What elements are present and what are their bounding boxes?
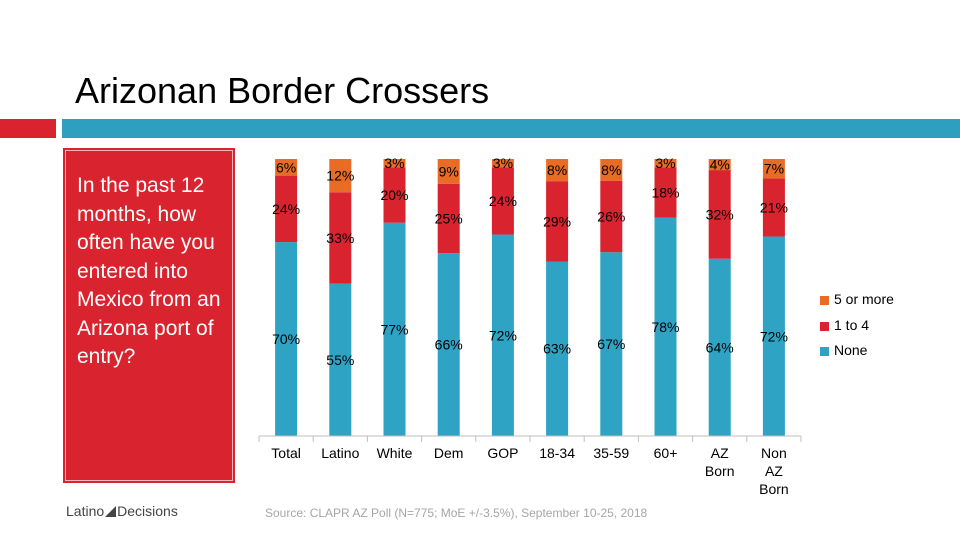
- bar-1-to-4-latino: [329, 192, 352, 284]
- bar-none-white: [383, 222, 406, 436]
- data-label-1-to-4-35-59: 26%: [597, 209, 625, 225]
- data-label-5-or-more-60: 3%: [655, 155, 675, 171]
- category-label-35-59: 35-59: [593, 445, 629, 461]
- data-label-5-or-more-dem: 9%: [439, 163, 459, 179]
- data-label-1-to-4-dem: 25%: [435, 211, 463, 227]
- bar-5-or-more-60: [654, 159, 677, 168]
- bar-5-or-more-az-born: [708, 159, 731, 171]
- category-label-dem: Dem: [434, 445, 464, 461]
- data-label-5-or-more-az-born: 4%: [710, 157, 730, 173]
- data-label-none-35-59: 67%: [597, 336, 625, 352]
- data-label-5-or-more-35-59: 8%: [601, 162, 621, 178]
- bar-1-to-4-total: [275, 175, 298, 243]
- bar-5-or-more-dem: [437, 159, 460, 184]
- bar-none-35-59: [600, 252, 623, 436]
- legend-label-1-to-4: 1 to 4: [834, 316, 870, 333]
- question-box: In the past 12 months, how often have yo…: [63, 148, 235, 483]
- data-label-1-to-4-non-az-born: 21%: [760, 199, 788, 215]
- accent-bar-red: [0, 119, 56, 138]
- data-label-none-non-az-born: 72%: [760, 328, 788, 344]
- bar-none-total: [275, 242, 298, 436]
- logo-text-right: Decisions: [117, 503, 178, 519]
- bar-5-or-more-white: [383, 159, 406, 168]
- legend-swatch-none: [820, 347, 829, 356]
- bar-1-to-4-white: [383, 167, 406, 223]
- data-label-1-to-4-60: 18%: [651, 185, 679, 201]
- data-label-none-latino: 55%: [326, 352, 354, 368]
- category-label-az-born: AZ Born: [705, 445, 735, 479]
- data-label-1-to-4-total: 24%: [272, 201, 300, 217]
- legend-swatch-1-to-4: [820, 321, 829, 331]
- data-label-none-gop: 72%: [489, 327, 517, 343]
- category-label-18-34: 18-34: [539, 445, 575, 461]
- data-label-5-or-more-gop: 3%: [493, 155, 513, 171]
- category-label-gop: GOP: [487, 445, 518, 461]
- bar-none-dem: [437, 253, 460, 436]
- data-label-1-to-4-white: 20%: [380, 187, 408, 203]
- bar-5-or-more-gop: [491, 159, 514, 168]
- bar-5-or-more-18-34: [546, 159, 569, 182]
- data-label-1-to-4-18-34: 29%: [543, 213, 571, 229]
- bar-5-or-more-35-59: [600, 159, 623, 181]
- data-label-none-white: 77%: [380, 321, 408, 337]
- data-label-none-az-born: 64%: [706, 339, 734, 355]
- category-label-latino: Latino: [321, 445, 359, 461]
- page-title: Arizonan Border Crossers: [75, 70, 490, 111]
- legend-label-5-or-more: 5 or more: [834, 291, 894, 307]
- data-label-1-to-4-latino: 33%: [326, 230, 354, 246]
- bar-1-to-4-gop: [491, 167, 514, 235]
- bar-1-to-4-dem: [437, 183, 460, 254]
- legend-label-none: None: [834, 342, 868, 358]
- bar-none-non-az-born: [762, 236, 785, 436]
- data-label-5-or-more-non-az-born: 7%: [764, 161, 784, 177]
- bar-5-or-more-non-az-born: [762, 159, 785, 179]
- data-label-5-or-more-latino: 12%: [326, 168, 354, 184]
- data-label-none-60: 78%: [651, 319, 679, 335]
- data-label-none-dem: 66%: [435, 337, 463, 353]
- data-label-none-total: 70%: [272, 331, 300, 347]
- bar-1-to-4-60: [654, 167, 677, 218]
- category-label-total: Total: [271, 445, 301, 461]
- data-label-1-to-4-gop: 24%: [489, 193, 517, 209]
- legend-swatch-5-or-more: [820, 296, 829, 305]
- latino-decisions-logo: Latino Decisions: [66, 503, 178, 519]
- category-label-non-az-born: Non AZ Born: [759, 445, 789, 497]
- category-label-60: 60+: [654, 445, 678, 461]
- question-text: In the past 12 months, how often have yo…: [77, 174, 221, 368]
- bar-5-or-more-total: [275, 159, 298, 176]
- bar-1-to-4-az-born: [708, 170, 731, 259]
- bar-5-or-more-latino: [329, 159, 352, 193]
- data-label-5-or-more-18-34: 8%: [547, 162, 567, 178]
- data-label-1-to-4-az-born: 32%: [706, 206, 734, 222]
- accent-bar-teal: [62, 119, 960, 138]
- logo-text-left: Latino: [66, 503, 105, 519]
- bar-none-18-34: [546, 261, 569, 436]
- logo-mark-icon: [105, 506, 117, 517]
- data-label-none-18-34: 63%: [543, 341, 571, 357]
- source-note: Source: CLAPR AZ Poll (N=775; MoE +/-3.5…: [265, 506, 648, 520]
- bar-none-latino: [329, 283, 352, 436]
- bar-none-az-born: [708, 258, 731, 436]
- bar-none-60: [654, 217, 677, 436]
- data-label-5-or-more-white: 3%: [384, 155, 404, 171]
- bar-none-gop: [491, 234, 514, 436]
- category-label-white: White: [377, 445, 413, 461]
- bar-1-to-4-35-59: [600, 180, 623, 253]
- bar-1-to-4-non-az-born: [762, 178, 785, 237]
- bar-1-to-4-18-34: [546, 181, 569, 262]
- data-label-5-or-more-total: 6%: [276, 159, 296, 175]
